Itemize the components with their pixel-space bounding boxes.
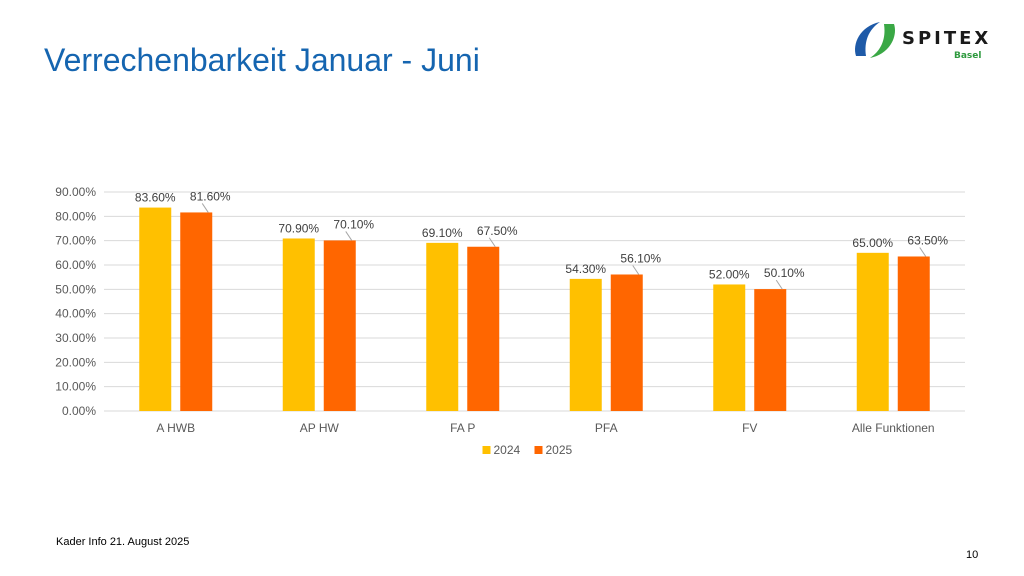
y-tick-label: 20.00% bbox=[55, 355, 96, 369]
bar bbox=[856, 252, 889, 411]
bar bbox=[754, 289, 787, 411]
data-label: 67.50% bbox=[477, 224, 518, 238]
x-tick-label: A HWB bbox=[156, 421, 195, 435]
y-tick-label: 50.00% bbox=[55, 282, 96, 296]
data-label: 65.00% bbox=[852, 236, 893, 250]
y-tick-label: 10.00% bbox=[55, 380, 96, 394]
leader-line bbox=[775, 279, 783, 290]
bar bbox=[610, 274, 643, 411]
data-label: 63.50% bbox=[907, 233, 948, 247]
y-tick-label: 90.00% bbox=[55, 185, 96, 199]
legend-label: 2025 bbox=[546, 443, 573, 457]
leader-line bbox=[345, 231, 353, 241]
leader-line bbox=[632, 265, 640, 275]
bar bbox=[426, 242, 459, 411]
x-tick-label: FV bbox=[742, 421, 757, 435]
data-label: 70.10% bbox=[333, 217, 374, 231]
data-label: 56.10% bbox=[620, 251, 661, 265]
data-label: 54.30% bbox=[565, 262, 606, 276]
leader-line bbox=[919, 247, 927, 257]
data-label: 50.10% bbox=[764, 266, 805, 280]
y-tick-label: 80.00% bbox=[55, 209, 96, 223]
logo-swoosh-icon bbox=[855, 22, 895, 58]
y-tick-label: 30.00% bbox=[55, 331, 96, 345]
y-tick-label: 70.00% bbox=[55, 234, 96, 248]
legend-label: 2024 bbox=[494, 443, 521, 457]
leader-line bbox=[488, 237, 496, 248]
data-label: 81.60% bbox=[190, 189, 231, 203]
x-tick-label: PFA bbox=[595, 421, 618, 435]
y-tick-label: 0.00% bbox=[62, 404, 96, 418]
bar bbox=[323, 240, 356, 411]
data-label: 52.00% bbox=[709, 267, 750, 281]
data-label: 83.60% bbox=[135, 191, 176, 205]
logo-subtitle: Basel bbox=[954, 51, 982, 61]
bar bbox=[180, 212, 213, 411]
bar bbox=[139, 207, 172, 411]
footer-text: Kader Info 21. August 2025 bbox=[56, 536, 190, 548]
bar bbox=[282, 238, 315, 411]
x-tick-label: Alle Funktionen bbox=[852, 421, 935, 435]
leader-line bbox=[201, 203, 209, 213]
legend-swatch bbox=[534, 446, 543, 454]
bar bbox=[897, 256, 930, 411]
x-tick-label: FA P bbox=[450, 421, 475, 435]
legend-swatch bbox=[482, 446, 491, 454]
x-tick-label: AP HW bbox=[300, 421, 340, 435]
y-tick-label: 60.00% bbox=[55, 258, 96, 272]
y-tick-label: 40.00% bbox=[55, 307, 96, 321]
page-number: 10 bbox=[966, 549, 979, 561]
data-label: 70.90% bbox=[278, 221, 319, 235]
bar-chart: 0.00% 10.00% 20.00% 30.00% 40.00% 50.00% 60.00… bbox=[55, 185, 965, 457]
bar bbox=[467, 246, 500, 411]
logo-wordmark: SPITEX bbox=[902, 28, 992, 49]
spitex-logo: SPITEX Basel bbox=[850, 18, 990, 66]
data-label: 69.10% bbox=[422, 226, 463, 240]
bar bbox=[569, 278, 602, 411]
slide-title: Verrechenbarkeit Januar - Juni bbox=[44, 42, 480, 78]
bar bbox=[713, 284, 746, 411]
